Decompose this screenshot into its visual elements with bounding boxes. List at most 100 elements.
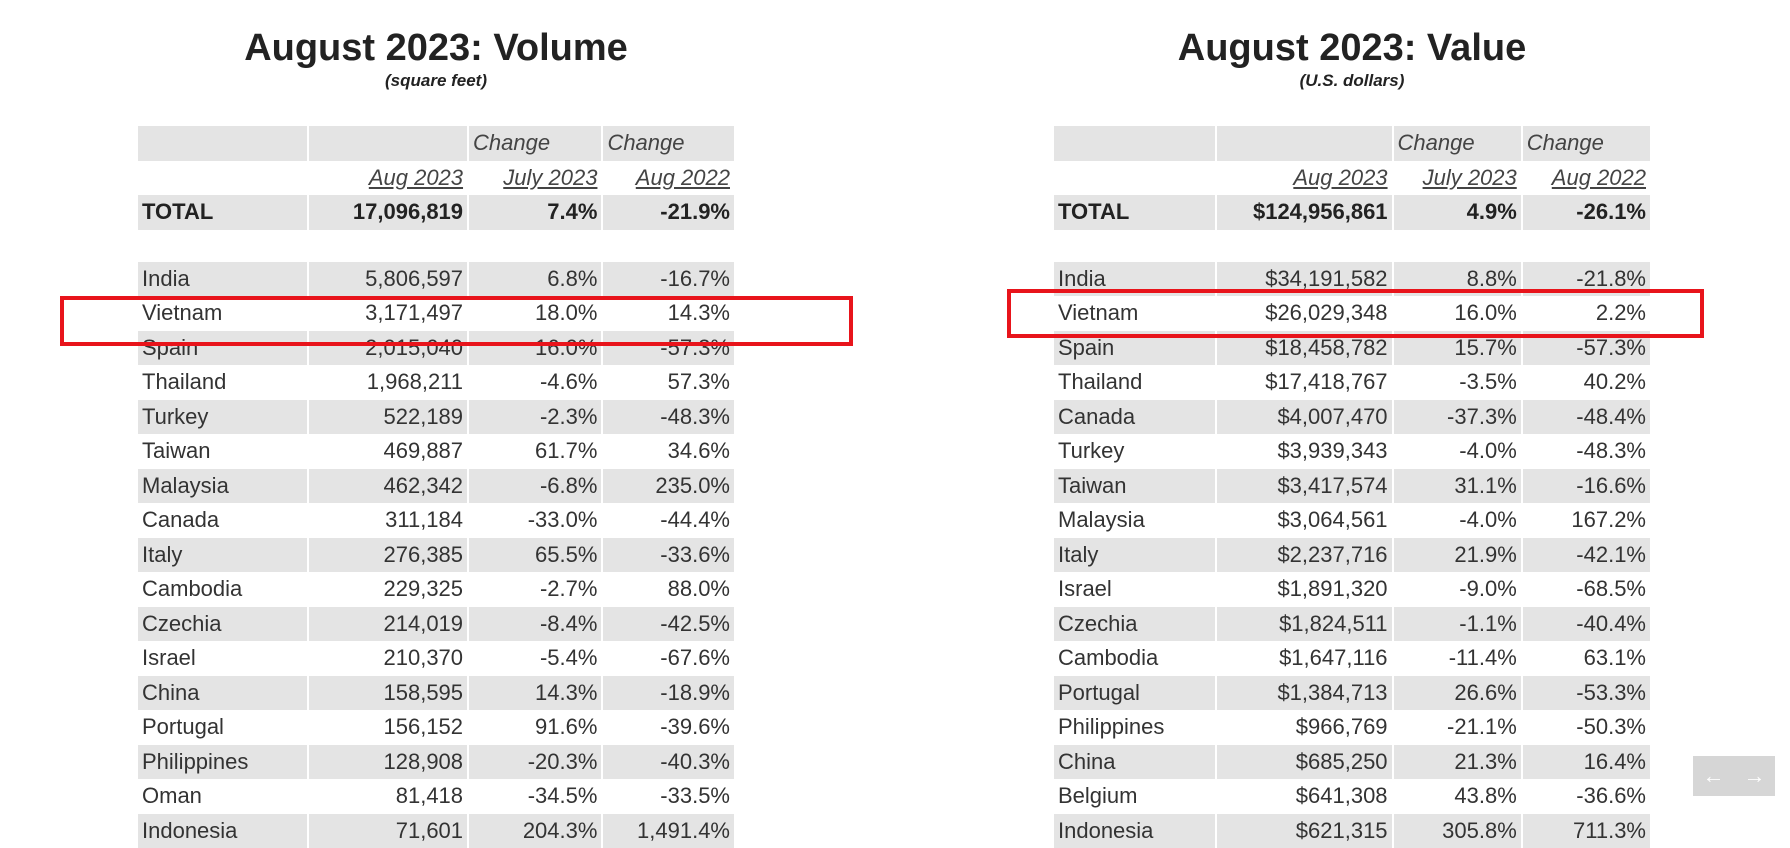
change-aug-2022-cell: 235.0% <box>603 469 734 504</box>
change-july-cell: 65.5% <box>469 538 601 573</box>
country-cell: Czechia <box>138 607 307 642</box>
country-cell: Philippines <box>1054 710 1215 745</box>
aug-2023-cell: $1,384,713 <box>1217 676 1392 711</box>
change-aug-2022-cell: -16.6% <box>1523 469 1650 504</box>
country-cell: Malaysia <box>1054 503 1215 538</box>
aug-2023-cell: 210,370 <box>309 641 467 676</box>
change-july-cell: -34.5% <box>469 779 601 814</box>
volume-table: Change Change Aug 2023 July 2023 Aug 202… <box>136 126 736 848</box>
country-cell: Turkey <box>138 400 307 435</box>
table-row: Canada$4,007,470-37.3%-48.4% <box>1054 400 1650 435</box>
total-label: TOTAL <box>138 195 307 230</box>
arrow-right-icon[interactable]: → <box>1734 756 1775 796</box>
change-july-cell: -6.8% <box>469 469 601 504</box>
header-aug-2022: Aug 2022 <box>1523 161 1650 196</box>
aug-2023-cell: 81,418 <box>309 779 467 814</box>
table-row: Malaysia$3,064,561-4.0%167.2% <box>1054 503 1650 538</box>
change-july-cell: -11.4% <box>1394 641 1521 676</box>
total-row: TOTAL $124,956,861 4.9% -26.1% <box>1054 195 1650 230</box>
change-aug-2022-cell: -36.6% <box>1523 779 1650 814</box>
aug-2023-cell: 469,887 <box>309 434 467 469</box>
change-aug-2022-cell: 34.6% <box>603 434 734 469</box>
change-aug-2022-cell: 16.4% <box>1523 745 1650 780</box>
volume-title: August 2023: Volume <box>136 24 736 72</box>
country-cell: Czechia <box>1054 607 1215 642</box>
header-change-label: Change <box>469 126 601 161</box>
value-table: Change Change Aug 2023 July 2023 Aug 202… <box>1052 126 1652 848</box>
aug-2023-cell: $3,417,574 <box>1217 469 1392 504</box>
aug-2023-cell: $17,418,767 <box>1217 365 1392 400</box>
header-change-label: Change <box>1523 126 1650 161</box>
country-cell: Israel <box>1054 572 1215 607</box>
country-cell: Turkey <box>1054 434 1215 469</box>
arrow-left-icon[interactable]: ← <box>1693 756 1734 796</box>
change-july-cell: -4.0% <box>1394 434 1521 469</box>
change-july-cell: -20.3% <box>469 745 601 780</box>
change-july-cell: 43.8% <box>1394 779 1521 814</box>
country-cell: Indonesia <box>1054 814 1215 848</box>
aug-2023-cell: 522,189 <box>309 400 467 435</box>
change-july-cell: -1.1% <box>1394 607 1521 642</box>
header-july-2023: July 2023 <box>469 161 601 196</box>
change-july-cell: 305.8% <box>1394 814 1521 848</box>
change-july-cell: -2.7% <box>469 572 601 607</box>
change-july-cell: -21.1% <box>1394 710 1521 745</box>
total-change-july: 4.9% <box>1394 195 1521 230</box>
aug-2023-cell: $1,891,320 <box>1217 572 1392 607</box>
change-aug-2022-cell: 63.1% <box>1523 641 1650 676</box>
vietnam-highlight-box-volume <box>60 296 853 346</box>
change-aug-2022-cell: -42.1% <box>1523 538 1650 573</box>
change-aug-2022-cell: -16.7% <box>603 262 734 297</box>
aug-2023-cell: $3,064,561 <box>1217 503 1392 538</box>
change-july-cell: -2.3% <box>469 400 601 435</box>
carousel-nav: ← → <box>1693 756 1775 796</box>
change-aug-2022-cell: -53.3% <box>1523 676 1650 711</box>
change-aug-2022-cell: -39.6% <box>603 710 734 745</box>
aug-2023-cell: $621,315 <box>1217 814 1392 848</box>
change-aug-2022-cell: 40.2% <box>1523 365 1650 400</box>
change-july-cell: 61.7% <box>469 434 601 469</box>
country-cell: Malaysia <box>138 469 307 504</box>
aug-2023-cell: 5,806,597 <box>309 262 467 297</box>
aug-2023-cell: $2,237,716 <box>1217 538 1392 573</box>
country-cell: China <box>138 676 307 711</box>
change-july-cell: -3.5% <box>1394 365 1521 400</box>
country-cell: Italy <box>1054 538 1215 573</box>
country-cell: Philippines <box>138 745 307 780</box>
total-aug-2023: 17,096,819 <box>309 195 467 230</box>
change-july-cell: -37.3% <box>1394 400 1521 435</box>
change-aug-2022-cell: 167.2% <box>1523 503 1650 538</box>
change-july-cell: -9.0% <box>1394 572 1521 607</box>
change-july-cell: -5.4% <box>469 641 601 676</box>
country-cell: Taiwan <box>138 434 307 469</box>
volume-subtitle: (square feet) <box>136 70 736 92</box>
value-title: August 2023: Value <box>1052 24 1652 72</box>
total-change-july: 7.4% <box>469 195 601 230</box>
change-july-cell: 14.3% <box>469 676 601 711</box>
header-aug-2023: Aug 2023 <box>309 161 467 196</box>
country-cell: Oman <box>138 779 307 814</box>
spacer-row <box>138 230 734 262</box>
aug-2023-cell: $966,769 <box>1217 710 1392 745</box>
aug-2023-cell: $1,647,116 <box>1217 641 1392 676</box>
total-change-aug-2022: -21.9% <box>603 195 734 230</box>
change-aug-2022-cell: -50.3% <box>1523 710 1650 745</box>
header-change-label: Change <box>603 126 734 161</box>
header-row-change: Change Change <box>1054 126 1650 161</box>
country-cell: Portugal <box>138 710 307 745</box>
aug-2023-cell: 214,019 <box>309 607 467 642</box>
aug-2023-cell: $685,250 <box>1217 745 1392 780</box>
change-july-cell: 31.1% <box>1394 469 1521 504</box>
